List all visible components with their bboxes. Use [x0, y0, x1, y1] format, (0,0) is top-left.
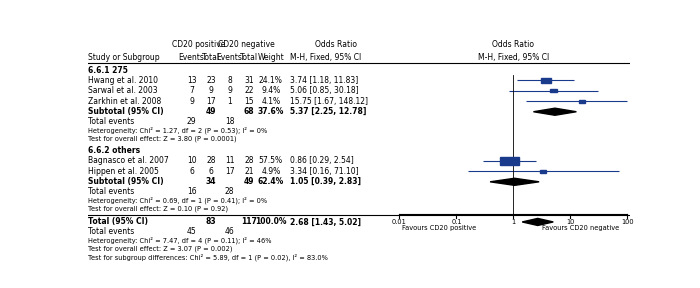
Text: Heterogeneity: Chi² = 0.69, df = 1 (P = 0.41); I² = 0%: Heterogeneity: Chi² = 0.69, df = 1 (P = … — [88, 197, 267, 204]
Text: 57.5%: 57.5% — [259, 156, 283, 166]
Text: 17: 17 — [225, 167, 235, 176]
Text: Hwang et al. 2010: Hwang et al. 2010 — [88, 76, 158, 85]
Text: Odds Ratio: Odds Ratio — [492, 40, 534, 49]
Text: M-H, Fixed, 95% CI: M-H, Fixed, 95% CI — [477, 53, 549, 62]
Text: Favours CD20 negative: Favours CD20 negative — [542, 225, 619, 231]
Text: Zarkhin et al. 2008: Zarkhin et al. 2008 — [88, 97, 161, 106]
Text: Heterogeneity: Chi² = 1.27, df = 2 (P = 0.53); I² = 0%: Heterogeneity: Chi² = 1.27, df = 2 (P = … — [88, 127, 267, 134]
Polygon shape — [522, 218, 553, 226]
Text: 3.74 [1.18, 11.83]: 3.74 [1.18, 11.83] — [290, 76, 358, 85]
Text: 37.6%: 37.6% — [258, 107, 284, 116]
Text: Subtotal (95% CI): Subtotal (95% CI) — [88, 107, 163, 116]
Text: 28: 28 — [206, 156, 216, 166]
Text: Heterogeneity: Chi² = 7.47, df = 4 (P = 0.11); I² = 46%: Heterogeneity: Chi² = 7.47, df = 4 (P = … — [88, 236, 271, 244]
Text: Total: Total — [240, 53, 258, 62]
Text: 17: 17 — [206, 97, 216, 106]
Text: Events: Events — [178, 53, 204, 62]
Text: Test for overall effect: Z = 0.10 (P = 0.92): Test for overall effect: Z = 0.10 (P = 0… — [88, 206, 228, 212]
Text: 29: 29 — [187, 117, 197, 126]
Text: 9.4%: 9.4% — [261, 86, 281, 95]
Bar — [500, 157, 519, 165]
Text: Total events: Total events — [88, 187, 134, 196]
Text: 100: 100 — [621, 219, 634, 225]
Text: Total: Total — [202, 53, 220, 62]
Text: 4.1%: 4.1% — [261, 97, 281, 106]
Text: 9: 9 — [209, 86, 214, 95]
Text: Total events: Total events — [88, 117, 134, 126]
Text: 83: 83 — [206, 217, 216, 226]
Text: 22: 22 — [244, 86, 254, 95]
Text: Weight: Weight — [258, 53, 284, 62]
Text: 15: 15 — [244, 97, 254, 106]
Text: Total (95% CI): Total (95% CI) — [88, 217, 148, 226]
Text: Favours CD20 positive: Favours CD20 positive — [402, 225, 477, 231]
Text: Total events: Total events — [88, 227, 134, 236]
Text: 31: 31 — [244, 76, 254, 85]
Text: 5.06 [0.85, 30.18]: 5.06 [0.85, 30.18] — [290, 86, 359, 95]
Text: 1: 1 — [228, 97, 232, 106]
Text: 5.37 [2.25, 12.78]: 5.37 [2.25, 12.78] — [290, 107, 367, 116]
Text: Subtotal (95% CI): Subtotal (95% CI) — [88, 177, 163, 186]
Bar — [540, 170, 546, 173]
Text: 0.01: 0.01 — [392, 219, 407, 225]
Text: 2.68 [1.43, 5.02]: 2.68 [1.43, 5.02] — [290, 217, 361, 226]
Text: 68: 68 — [244, 107, 255, 116]
Text: 4.9%: 4.9% — [261, 167, 281, 176]
Text: 49: 49 — [206, 107, 216, 116]
Polygon shape — [533, 108, 576, 115]
Text: 1: 1 — [511, 219, 515, 225]
Text: 13: 13 — [187, 76, 197, 85]
Text: M-H, Fixed, 95% CI: M-H, Fixed, 95% CI — [290, 53, 362, 62]
Text: CD20 positive: CD20 positive — [172, 40, 225, 49]
Text: 6.6.2 others: 6.6.2 others — [88, 146, 139, 155]
Text: 6: 6 — [189, 167, 194, 176]
Text: 11: 11 — [225, 156, 235, 166]
Bar — [550, 89, 557, 92]
Text: 34: 34 — [206, 177, 216, 186]
Text: Events: Events — [217, 53, 243, 62]
Bar — [540, 78, 552, 83]
Text: 9: 9 — [189, 97, 194, 106]
Text: 10: 10 — [566, 219, 575, 225]
Text: Odds Ratio: Odds Ratio — [315, 40, 357, 49]
Text: 1.05 [0.39, 2.83]: 1.05 [0.39, 2.83] — [290, 177, 361, 186]
Text: 49: 49 — [244, 177, 254, 186]
Text: 15.75 [1.67, 148.12]: 15.75 [1.67, 148.12] — [290, 97, 368, 106]
Text: 16: 16 — [187, 187, 197, 196]
Text: Hippen et al. 2005: Hippen et al. 2005 — [88, 167, 158, 176]
Text: 0.1: 0.1 — [451, 219, 462, 225]
Polygon shape — [490, 178, 539, 185]
Text: Test for overall effect: Z = 3.07 (P = 0.002): Test for overall effect: Z = 3.07 (P = 0… — [88, 245, 232, 252]
Text: 0.86 [0.29, 2.54]: 0.86 [0.29, 2.54] — [290, 156, 354, 166]
Text: Bagnasco et al. 2007: Bagnasco et al. 2007 — [88, 156, 168, 166]
Text: 18: 18 — [225, 117, 235, 126]
Text: 8: 8 — [228, 76, 232, 85]
Text: 3.34 [0.16, 71.10]: 3.34 [0.16, 71.10] — [290, 167, 359, 176]
Text: 117: 117 — [241, 217, 257, 226]
Text: 6: 6 — [209, 167, 214, 176]
Text: 23: 23 — [206, 76, 216, 85]
Text: 100.0%: 100.0% — [255, 217, 286, 226]
Text: 7: 7 — [189, 86, 194, 95]
Text: 45: 45 — [187, 227, 197, 236]
Text: 21: 21 — [244, 167, 254, 176]
Text: Test for subgroup differences: Chi² = 5.89, df = 1 (P = 0.02), I² = 83.0%: Test for subgroup differences: Chi² = 5.… — [88, 253, 328, 261]
Text: Test for overall effect: Z = 3.80 (P = 0.0001): Test for overall effect: Z = 3.80 (P = 0… — [88, 136, 236, 142]
Bar — [579, 100, 584, 103]
Text: CD20 negative: CD20 negative — [218, 40, 274, 49]
Text: 10: 10 — [187, 156, 197, 166]
Text: 9: 9 — [228, 86, 232, 95]
Text: Sarwal et al. 2003: Sarwal et al. 2003 — [88, 86, 157, 95]
Text: 28: 28 — [225, 187, 235, 196]
Text: 46: 46 — [225, 227, 235, 236]
Text: 24.1%: 24.1% — [259, 76, 283, 85]
Text: 28: 28 — [244, 156, 254, 166]
Text: 6.6.1 275: 6.6.1 275 — [88, 66, 127, 75]
Text: Study or Subgroup: Study or Subgroup — [88, 53, 159, 62]
Text: 62.4%: 62.4% — [258, 177, 284, 186]
